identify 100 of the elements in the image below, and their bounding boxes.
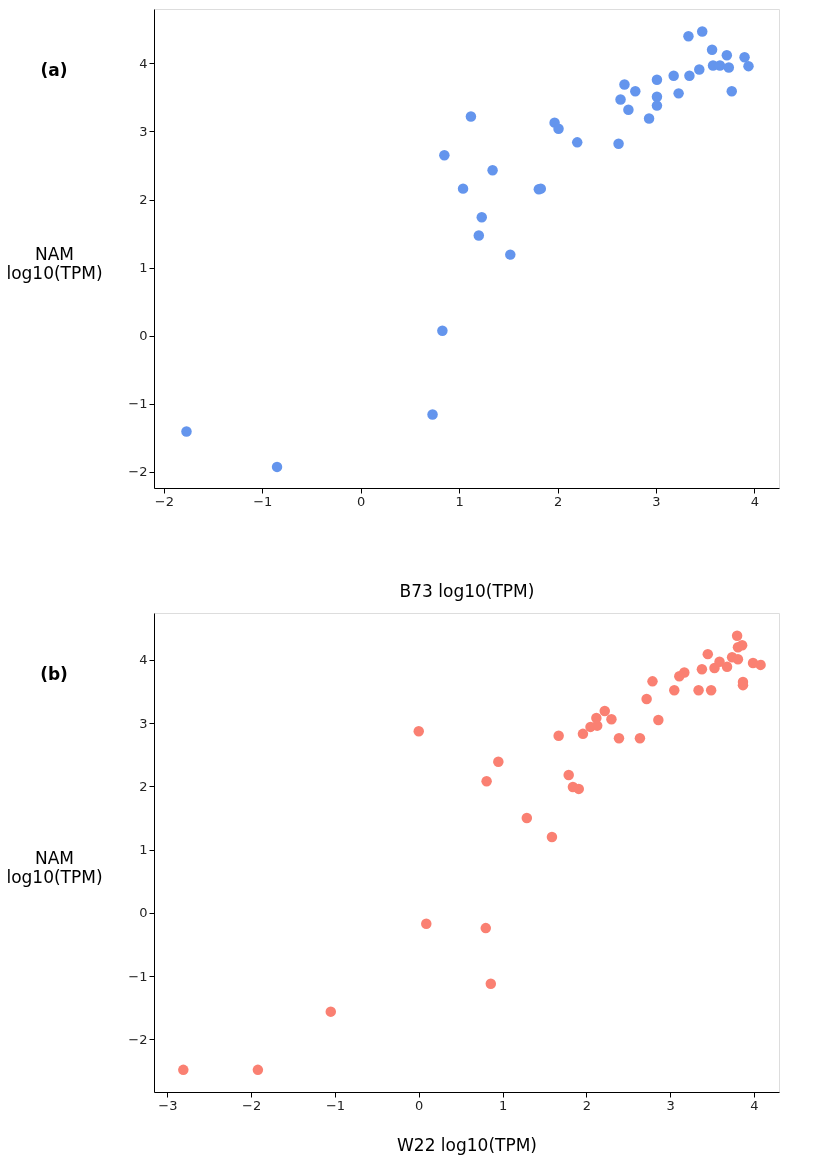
point [325,1006,337,1017]
point [437,325,448,337]
point [573,783,585,795]
point [683,30,694,42]
point [739,52,750,63]
point [651,91,663,102]
text: (b) [40,664,68,684]
text: (a) [40,60,68,80]
point [476,211,487,223]
point [723,62,735,73]
point [181,426,192,437]
point [553,123,564,134]
x-tick-label: 1 [455,493,464,509]
point [505,249,516,260]
point [615,94,626,105]
point [641,693,652,705]
x-tick-label: −3 [158,1097,178,1113]
point [755,659,766,671]
point [651,100,663,111]
point [714,656,725,667]
x-tick-label: 4 [750,493,760,509]
point [178,1064,189,1076]
point [634,733,646,744]
x-tick-label: −1 [325,1097,346,1113]
point [731,630,743,642]
point [693,684,704,696]
y-tick-label: 3 [139,715,148,731]
point [684,70,695,81]
point [413,726,424,737]
point [521,812,533,824]
x-tick-label: 2 [582,1097,591,1113]
y-tick-label: 3 [139,123,148,139]
point [577,728,589,740]
point [465,111,477,122]
point [481,776,492,787]
x-tick-label: −1 [253,493,273,509]
x-tick-label: −2 [154,493,174,509]
point [457,183,469,194]
y-tick-label: −2 [128,464,148,480]
y-tick-label: −2 [128,1031,148,1047]
point [732,653,744,665]
point [480,922,492,934]
point [651,74,663,85]
x-tick-label: 0 [415,1097,424,1113]
x-tick-label: 2 [553,493,563,509]
point [721,50,733,61]
y-tick-label: 1 [139,260,148,276]
y-tick-label: 2 [139,778,148,794]
x-tick-label: 3 [652,493,661,509]
y-tick-label: −1 [128,968,148,984]
point [647,676,658,687]
x-tick-label: 3 [666,1097,675,1113]
point [679,667,690,678]
point [613,138,624,149]
point [694,64,705,75]
point [606,714,617,725]
point [643,113,655,124]
y-tick-label: 4 [139,55,148,71]
point [553,730,564,741]
y-tick-label: 0 [139,328,148,344]
y-tick-label: 1 [139,842,148,858]
y-axis-title: NAM log10(TPM) [6,847,103,887]
point [571,137,583,148]
point [726,86,737,97]
y-tick-label: −1 [128,396,148,412]
point [743,60,754,72]
y-tick-label: 2 [139,192,148,208]
point [271,461,283,473]
x-axis-title: B73 log10(TPM) [399,580,535,601]
point [705,684,717,696]
x-tick-label: 4 [750,1097,759,1113]
x-tick-label: 0 [357,493,366,509]
point [487,165,498,176]
point [673,88,684,99]
point [546,831,558,843]
point [702,648,714,660]
point [668,70,679,81]
point [619,79,630,90]
point [427,409,438,420]
x-axis-title: W22 log10(TPM) [397,1134,537,1155]
point [669,684,680,696]
point [653,714,664,726]
point [696,26,708,37]
point [439,150,450,161]
x-tick-label: 1 [498,1097,508,1113]
x-tick-label: −2 [242,1097,262,1113]
point [706,44,718,56]
point [493,756,504,767]
point [485,978,497,990]
point [421,918,432,929]
point [252,1064,264,1076]
point [613,733,625,744]
point [696,664,708,675]
point [721,661,733,673]
y-tick-label: 4 [139,652,148,668]
y-tick-label: 0 [139,905,148,921]
y-axis-title: NAM log10(TPM) [6,243,103,283]
point [599,705,610,717]
point [473,230,485,241]
point [623,104,634,115]
